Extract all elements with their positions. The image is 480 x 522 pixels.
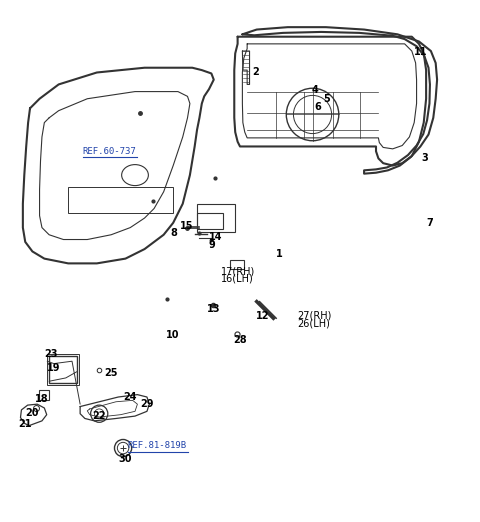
Text: 12: 12 xyxy=(256,311,269,321)
Text: 24: 24 xyxy=(123,392,137,402)
Text: 9: 9 xyxy=(209,240,216,250)
Bar xyxy=(38,390,49,400)
Text: 19: 19 xyxy=(47,363,60,373)
Text: 27(RH): 27(RH) xyxy=(297,311,332,321)
Text: 10: 10 xyxy=(166,330,180,340)
Text: 13: 13 xyxy=(206,304,220,314)
Text: 28: 28 xyxy=(233,335,246,345)
Text: 18: 18 xyxy=(35,395,48,405)
Text: REF.81-819B: REF.81-819B xyxy=(128,441,187,450)
Text: 20: 20 xyxy=(25,408,39,418)
Bar xyxy=(49,357,77,383)
Text: 4: 4 xyxy=(312,85,318,95)
Bar xyxy=(197,204,235,232)
Bar xyxy=(197,213,223,229)
Text: 16(LH): 16(LH) xyxy=(221,274,253,283)
Text: 7: 7 xyxy=(426,218,433,228)
Bar xyxy=(47,354,79,385)
Text: 17(RH): 17(RH) xyxy=(221,267,255,277)
Text: 11: 11 xyxy=(414,48,428,57)
Text: 8: 8 xyxy=(171,228,178,239)
Text: 21: 21 xyxy=(18,419,32,429)
Text: 26(LH): 26(LH) xyxy=(297,318,330,328)
Text: 22: 22 xyxy=(92,411,106,421)
Text: 6: 6 xyxy=(314,102,321,112)
Text: 3: 3 xyxy=(421,153,428,163)
Text: 23: 23 xyxy=(44,349,58,359)
Text: 2: 2 xyxy=(252,67,259,77)
Text: REF.60-737: REF.60-737 xyxy=(83,147,136,156)
Text: 14: 14 xyxy=(209,232,223,242)
Text: 5: 5 xyxy=(324,94,330,104)
Text: 29: 29 xyxy=(140,399,153,409)
Text: 1: 1 xyxy=(276,249,283,259)
Text: 15: 15 xyxy=(180,221,194,231)
Bar xyxy=(68,187,173,213)
Bar xyxy=(229,259,244,269)
Text: 25: 25 xyxy=(104,368,118,378)
Text: 30: 30 xyxy=(118,454,132,464)
